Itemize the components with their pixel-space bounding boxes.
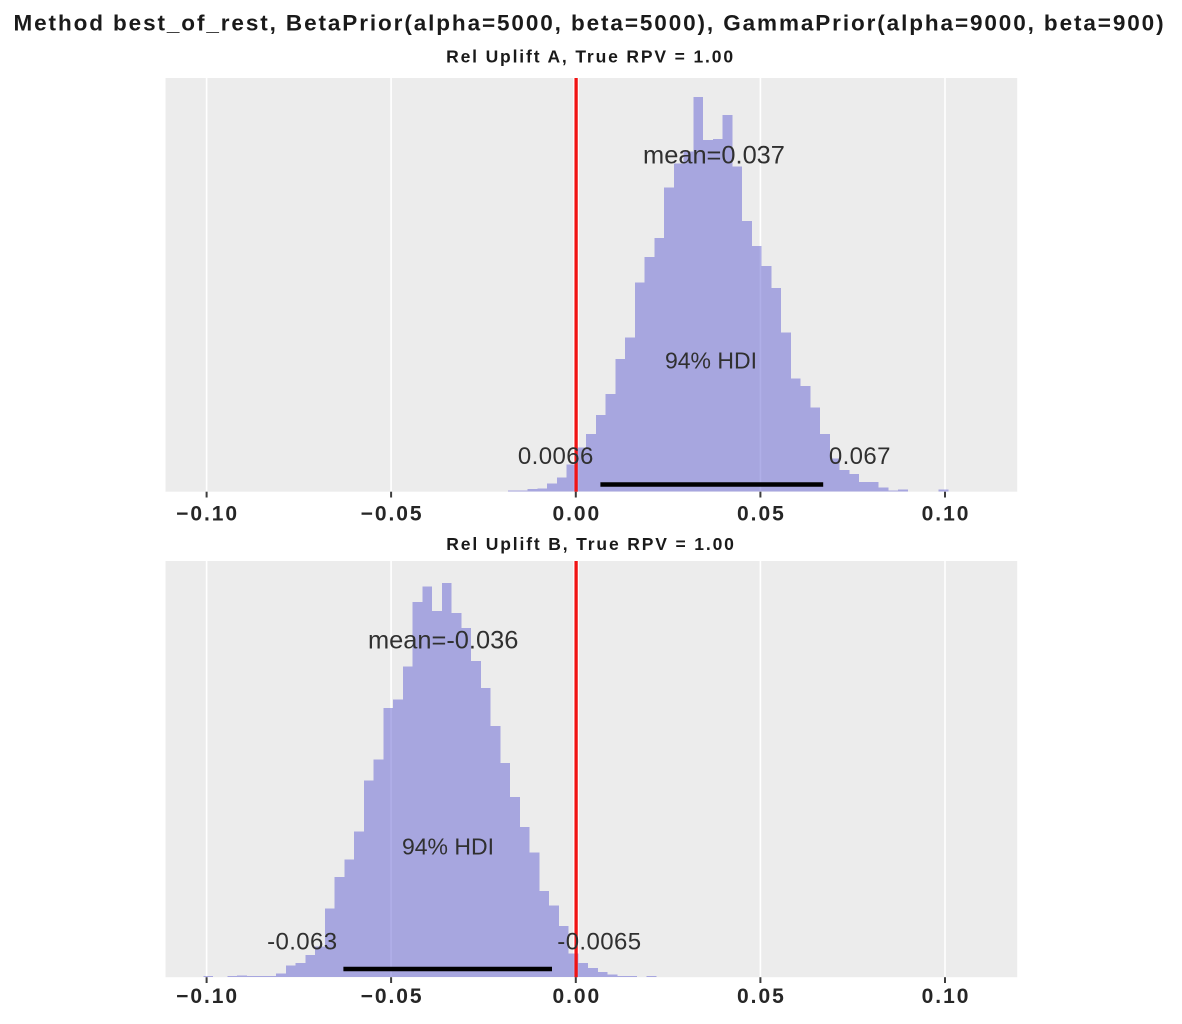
svg-text:-0.063: -0.063 — [267, 929, 337, 956]
svg-text:0.05: 0.05 — [737, 985, 786, 1008]
svg-text:mean=0.037: mean=0.037 — [643, 142, 785, 170]
svg-text:94% HDI: 94% HDI — [402, 834, 494, 860]
svg-text:−0.10: −0.10 — [176, 502, 239, 525]
svg-text:Rel Uplift A, True RPV = 1.00: Rel Uplift A, True RPV = 1.00 — [446, 47, 735, 67]
svg-text:-0.0065: -0.0065 — [557, 929, 641, 956]
svg-text:0.067: 0.067 — [829, 443, 891, 470]
svg-text:mean=-0.036: mean=-0.036 — [368, 627, 518, 655]
svg-text:0.10: 0.10 — [922, 985, 971, 1008]
svg-text:0.05: 0.05 — [737, 502, 786, 525]
svg-text:0.0066: 0.0066 — [518, 443, 594, 470]
svg-text:−0.05: −0.05 — [361, 985, 424, 1008]
svg-text:−0.05: −0.05 — [361, 502, 424, 525]
svg-text:Method best_of_rest, BetaPrior: Method best_of_rest, BetaPrior(alpha=500… — [14, 11, 1166, 36]
svg-text:−0.10: −0.10 — [176, 985, 239, 1008]
svg-text:0.00: 0.00 — [552, 502, 601, 525]
svg-text:0.10: 0.10 — [922, 502, 971, 525]
svg-text:Rel Uplift B, True RPV = 1.00: Rel Uplift B, True RPV = 1.00 — [446, 534, 735, 554]
svg-text:0.00: 0.00 — [552, 985, 601, 1008]
svg-text:94% HDI: 94% HDI — [665, 348, 757, 374]
